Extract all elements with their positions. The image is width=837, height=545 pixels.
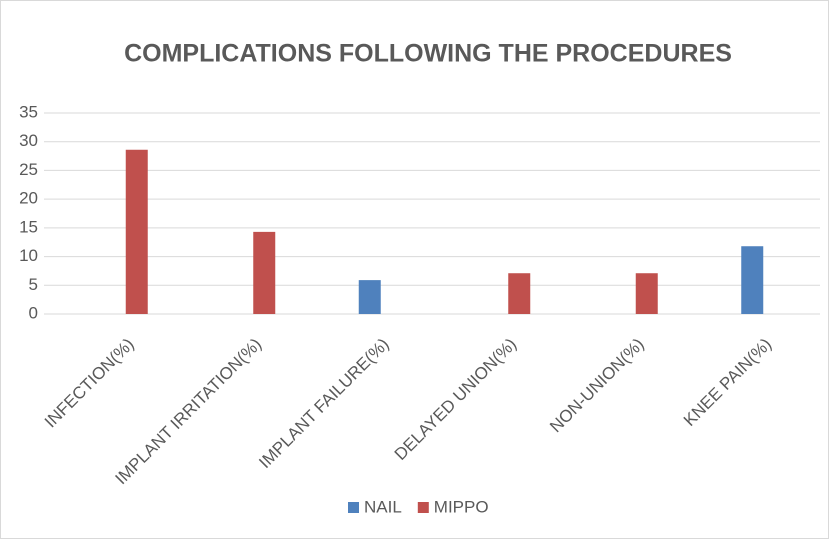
chart-border — [0, 0, 829, 539]
y-tick-label: 20 — [19, 189, 38, 208]
bar — [635, 273, 658, 314]
legend-swatch — [417, 502, 429, 513]
y-tick-label: 10 — [19, 246, 38, 265]
bar — [508, 273, 531, 314]
bar — [741, 246, 764, 314]
y-tick-label: 25 — [19, 160, 38, 179]
legend-label: MIPPO — [434, 497, 489, 516]
legend-swatch — [348, 502, 359, 513]
bar — [358, 280, 381, 314]
legend-label: NAIL — [364, 497, 402, 516]
y-tick-label: 30 — [19, 131, 38, 150]
chart-title: COMPLICATIONS FOLLOWING THE PROCEDURES — [124, 40, 732, 68]
bar — [253, 231, 276, 314]
y-tick-label: 35 — [19, 102, 38, 121]
y-tick-label: 5 — [29, 275, 38, 294]
y-tick-label: 0 — [29, 303, 38, 322]
bar — [125, 149, 148, 314]
y-tick-label: 15 — [19, 217, 38, 236]
